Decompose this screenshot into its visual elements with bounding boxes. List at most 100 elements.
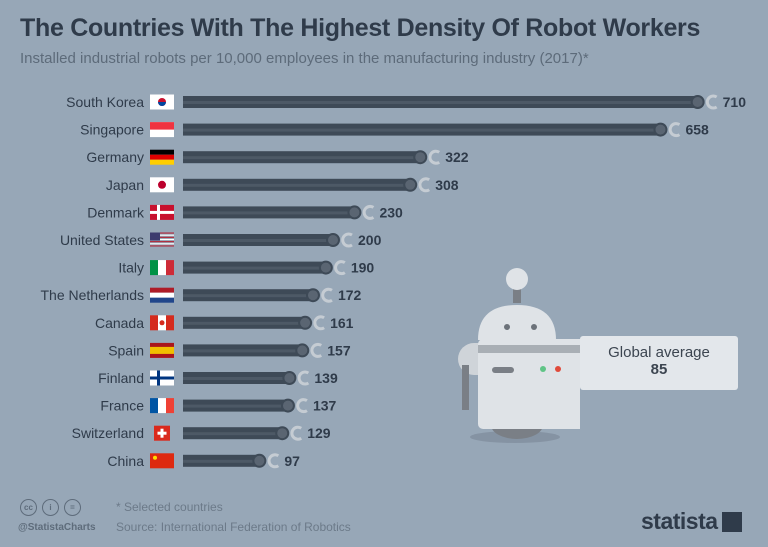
flag-es-icon (150, 342, 174, 358)
bar-stripe (183, 349, 306, 353)
value-label: 200 (358, 232, 382, 248)
country-label: South Korea (66, 94, 144, 110)
country-label: Germany (86, 149, 144, 165)
footnote: * Selected countries (116, 500, 223, 514)
flag-us-icon (150, 232, 174, 247)
flag-de-icon (150, 149, 174, 165)
country-label: United States (60, 232, 144, 248)
chart-title: The Countries With The Highest Density O… (20, 14, 701, 42)
flag-cn-icon (150, 453, 174, 469)
value-label: 129 (307, 425, 331, 441)
country-label: Italy (118, 260, 144, 276)
statista-logo-icon (721, 511, 742, 532)
robot-claw-icon (668, 122, 681, 138)
country-label: Denmark (87, 204, 145, 220)
value-label: 308 (435, 177, 459, 193)
bar-stripe (183, 321, 309, 325)
country-label: Canada (95, 315, 144, 331)
country-label: France (100, 398, 144, 414)
flag-ch-icon (154, 425, 170, 441)
global-average-value: 85 (650, 361, 668, 378)
source: Source: International Federation of Robo… (116, 520, 351, 534)
robot-arm-joint-icon (653, 122, 668, 137)
robot-claw-icon (267, 453, 280, 469)
cc-icon: cc (20, 499, 37, 516)
flag-jp-icon (150, 177, 174, 193)
flag-sg-icon (150, 122, 174, 138)
bar-stripe (183, 183, 414, 187)
chart-subtitle: Installed industrial robots per 10,000 e… (20, 50, 589, 67)
value-label: 161 (330, 315, 354, 331)
robot-arm-joint-icon (298, 315, 313, 330)
robot-claw-icon (428, 149, 441, 165)
robot-claw-icon (297, 370, 310, 386)
flag-it-icon (150, 260, 174, 276)
robot-claw-icon (310, 342, 323, 358)
twitter-handle: @StatistaCharts (18, 522, 96, 533)
value-label: 172 (338, 287, 362, 303)
value-label: 322 (445, 149, 469, 165)
bar-stripe (183, 211, 358, 215)
country-label: Spain (108, 342, 144, 358)
value-label: 658 (685, 122, 709, 138)
robot-claw-icon (418, 177, 431, 193)
robot-illustration (458, 268, 580, 443)
flag-dk-icon (150, 204, 174, 220)
robot-arm-joint-icon (295, 343, 310, 358)
country-label: Japan (106, 177, 144, 193)
robot-arm-joint-icon (282, 371, 297, 385)
value-label: 137 (313, 398, 337, 414)
logo-text: statista (641, 508, 718, 534)
robot-claw-icon (362, 204, 375, 220)
country-label: Singapore (80, 122, 144, 138)
bar-stripe (183, 266, 329, 270)
value-label: 710 (723, 94, 747, 110)
robot-arm-joint-icon (305, 288, 320, 303)
country-label: The Netherlands (40, 287, 144, 303)
robot-claw-icon (334, 260, 346, 276)
bar-stripe (183, 377, 293, 380)
bar-stripe (183, 294, 316, 298)
bar-stripe (183, 432, 286, 436)
global-average-label: Global average (608, 344, 710, 361)
global-average-callout: Global average 85 (580, 336, 738, 390)
robot-arm-joint-icon (413, 150, 428, 165)
no-derivatives-icon: = (64, 499, 81, 516)
robot-claw-icon (290, 425, 303, 441)
bar-stripe (183, 101, 701, 104)
robot-claw-icon (321, 287, 333, 303)
robot-claw-icon (296, 398, 308, 414)
value-label: 230 (379, 204, 403, 220)
country-label: China (107, 453, 144, 469)
robot-arm-joint-icon (275, 426, 290, 441)
value-label: 97 (284, 453, 300, 469)
attribution-icon: i (42, 499, 59, 516)
flag-fi-icon (150, 370, 174, 386)
bar-stripe (183, 404, 291, 408)
robot-claw-icon (341, 232, 353, 248)
bar-stripe (183, 156, 424, 160)
flag-kr-icon (150, 94, 174, 110)
robot-claw-icon (705, 94, 718, 110)
bar-stripe (183, 239, 336, 242)
country-label: Switzerland (72, 425, 144, 441)
flag-fr-icon (150, 398, 174, 414)
license-icons: cc i = (20, 499, 81, 516)
robot-arm-joint-icon (403, 177, 418, 192)
robot-claw-icon (313, 315, 325, 331)
value-label: 190 (351, 260, 375, 276)
flag-nl-icon (150, 287, 174, 303)
value-label: 139 (314, 370, 338, 386)
bar-stripe (183, 128, 664, 132)
statista-logo: statista (641, 508, 742, 535)
robot-arm-joint-icon (280, 398, 295, 413)
robot-arm-joint-icon (690, 95, 705, 109)
robot-arm-joint-icon (318, 260, 333, 275)
country-label: Finland (98, 370, 144, 386)
robot-arm-joint-icon (326, 233, 340, 247)
flag-ca-icon (150, 315, 174, 331)
bar-stripe (183, 459, 263, 463)
robot-arm-joint-icon (252, 453, 267, 468)
